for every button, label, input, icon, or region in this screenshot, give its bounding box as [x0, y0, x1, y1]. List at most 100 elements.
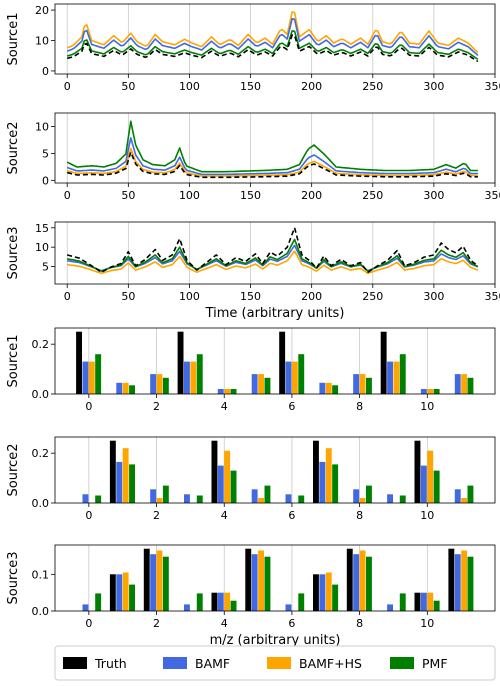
y-tick-label: 5 [42, 147, 49, 160]
bar-pmf-3 [196, 495, 203, 503]
bar-bamf-hs-2 [156, 498, 163, 503]
y-tick-label: 5 [42, 261, 49, 274]
x-tick-label: 50 [121, 189, 135, 202]
y-tick-label: 0 [42, 174, 49, 187]
x-tick-label: 150 [240, 290, 261, 303]
bar-pmf-0 [95, 593, 102, 611]
bar-truth-7 [313, 574, 319, 611]
x-tick-label: 8 [356, 509, 363, 522]
bar-bamf-hs-10 [427, 592, 434, 611]
series-line-truth [66, 34, 479, 63]
y-tick-label: 10 [35, 35, 49, 48]
x-tick-label: 200 [301, 189, 322, 202]
bar-pmf-9 [399, 593, 406, 611]
series-line-bamf-hs [67, 250, 479, 275]
bar-bamf-0 [82, 604, 89, 611]
bar-pmf-2 [162, 556, 169, 611]
bar-bamf-8 [353, 554, 360, 611]
bar-bamf-hs-7 [325, 572, 332, 611]
bar-bamf-2 [150, 489, 157, 503]
x-tick-label: 250 [362, 80, 383, 93]
y-tick-label: 0.0 [32, 497, 50, 510]
bar-truth-3 [177, 331, 184, 394]
y-tick-label: 10 [35, 241, 49, 254]
bar-pmf-2 [162, 485, 169, 503]
bar-pmf-10 [433, 600, 440, 611]
bar-pmf-8 [366, 377, 372, 394]
bar-bamf-2 [150, 374, 157, 394]
axes-frame [54, 327, 496, 395]
x-tick-label: 200 [301, 80, 322, 93]
legend-label-pmf: PMF [422, 656, 448, 671]
bar-bamf-7 [319, 382, 326, 394]
series-line-truth [67, 151, 478, 179]
bar-truth-4 [211, 592, 218, 611]
x-tick-label: 200 [301, 290, 322, 303]
bar-pmf-1 [129, 584, 135, 611]
series-line-bamf-hs [66, 11, 479, 54]
bar-bamf-hs-5 [258, 374, 264, 394]
bar-bamf-9 [387, 494, 393, 503]
legend-label-bamf-hs: BAMF+HS [299, 656, 362, 671]
axes-frame [54, 3, 496, 75]
series-line-pmf [66, 120, 478, 173]
x-tick-label: 100 [179, 80, 200, 93]
y-tick-label: 10 [35, 120, 49, 133]
bar-pmf-4 [230, 389, 237, 394]
bar-pmf-3 [196, 354, 203, 394]
bar-bamf-hs-3 [190, 361, 197, 394]
x-tick-label: 10 [420, 617, 434, 630]
x-tick-label: 250 [362, 290, 383, 303]
bar-bamf-hs-9 [393, 361, 400, 394]
x-tick-label: 0 [85, 509, 92, 522]
bar-bamf-hs-8 [359, 550, 366, 611]
bar-bamf-hs-11 [461, 550, 468, 611]
bar-pmf-11 [467, 485, 474, 503]
y-tick-label: 0.0 [32, 605, 50, 618]
bar-bamf-hs-5 [258, 498, 264, 503]
bar-truth-10 [414, 592, 421, 611]
bar-bamf-7 [319, 574, 326, 611]
x-tick-label: 6 [288, 400, 295, 413]
legend-swatch-bamf-hs [267, 657, 291, 669]
bar-bamf-hs-4 [224, 592, 231, 611]
bar-bamf-hs-8 [359, 374, 366, 394]
chart-panel-1: 0 50 100 150 200 250 300 350 0 10 20 Source1 [6, 3, 500, 93]
bar-bamf-hs-4 [224, 389, 231, 394]
bar-bamf-5 [251, 489, 258, 503]
bar-bamf-6 [285, 604, 292, 611]
x-tick-label: 0 [64, 80, 71, 93]
legend-label-bamf: BAMF [195, 656, 230, 671]
bar-bamf-11 [454, 374, 461, 394]
bar-pmf-4 [230, 600, 237, 611]
y-axis-label: Source1 [6, 335, 21, 388]
bar-pmf-9 [399, 495, 406, 503]
bar-bamf-3 [184, 604, 190, 611]
axes-frame [54, 544, 496, 612]
bar-pmf-9 [399, 354, 406, 394]
bar-bamf-hs-1 [122, 382, 129, 394]
y-axis-label: Source3 [6, 227, 21, 280]
chart-panel-3: 0 50 100 150 200 250 300 350 5 10 15 Source3 Time (a… [6, 221, 500, 321]
x-tick-label: 50 [121, 80, 135, 93]
bar-bamf-9 [387, 361, 393, 394]
y-axis-label: Source3 [6, 552, 21, 605]
bar-bamf-hs-5 [258, 550, 264, 611]
bar-pmf-7 [332, 584, 339, 611]
x-tick-label: 0 [64, 290, 71, 303]
y-axis-label: Source2 [6, 122, 21, 175]
bar-bamf-6 [285, 361, 292, 394]
bar-bamf-3 [184, 494, 190, 503]
bar-truth-0 [76, 331, 82, 394]
bar-bamf-5 [251, 554, 258, 611]
bar-bamf-1 [116, 574, 123, 611]
x-tick-label: 0 [64, 189, 71, 202]
chart-panel-4: 0 2 4 6 8 10 0.0 0.2 Source1 [6, 327, 496, 413]
bar-bamf-4 [217, 592, 224, 611]
x-tick-label: 2 [153, 617, 160, 630]
x-tick-label: 8 [356, 400, 363, 413]
bar-pmf-8 [366, 556, 372, 611]
bar-bamf-1 [116, 461, 123, 503]
bar-pmf-3 [196, 593, 203, 611]
